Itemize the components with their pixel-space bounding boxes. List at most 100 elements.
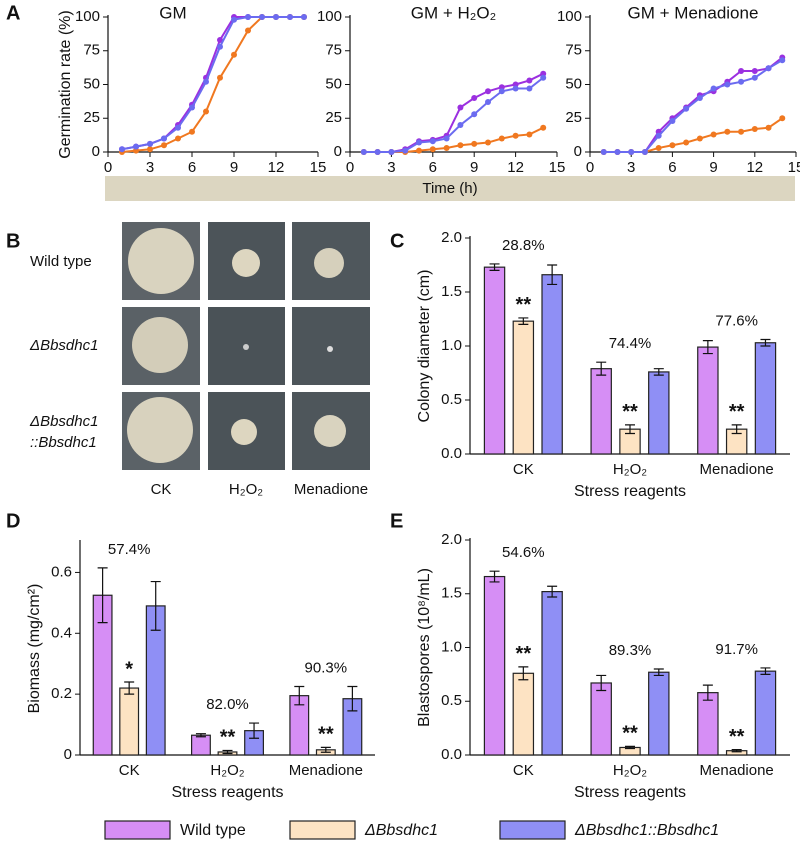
- point: [628, 149, 635, 155]
- error-bar: [489, 263, 500, 271]
- series-line: [121, 16, 304, 153]
- point: [669, 117, 676, 124]
- point: [683, 105, 690, 112]
- y-axis-label: Biomass (mg/cm²): [26, 584, 43, 714]
- point: [526, 77, 533, 84]
- chart-title: GM + H₂O₂: [411, 3, 496, 22]
- point: [189, 104, 195, 111]
- x-tick-label: CK: [513, 762, 534, 779]
- point: [175, 135, 181, 142]
- y-tick-label: 25: [325, 109, 342, 126]
- point: [696, 135, 703, 142]
- y-tick-label: 50: [325, 75, 342, 92]
- x-tick-label: 9: [470, 159, 478, 176]
- x-tick-label: 9: [230, 159, 238, 176]
- y-tick-label: 0.2: [51, 685, 72, 702]
- error-bar: [347, 685, 358, 712]
- significance: **: [318, 724, 334, 746]
- panel-label: E: [390, 510, 403, 532]
- point: [147, 146, 153, 153]
- bar: [754, 342, 777, 455]
- x-tick-label: 12: [507, 159, 524, 176]
- point: [429, 138, 436, 145]
- y-tick-label: 1.0: [441, 337, 462, 354]
- point: [457, 104, 464, 111]
- significance: **: [516, 294, 532, 316]
- bar: [697, 692, 719, 756]
- point: [738, 68, 745, 74]
- x-tick-label: 3: [387, 159, 395, 176]
- annotation: 77.6%: [715, 312, 758, 329]
- error-bar: [518, 666, 529, 681]
- point: [147, 140, 153, 147]
- error-bar: [294, 685, 305, 706]
- error-bar: [596, 674, 607, 692]
- x-tick-label: 15: [788, 159, 800, 176]
- point: [724, 81, 731, 88]
- point: [655, 144, 662, 151]
- significance: **: [622, 723, 638, 745]
- point: [217, 36, 223, 43]
- point: [751, 74, 758, 81]
- y-tick-label: 75: [83, 42, 100, 59]
- point: [429, 146, 436, 153]
- point: [217, 43, 223, 50]
- x-axis-label: Stress reagents: [171, 784, 283, 801]
- series-line: [603, 117, 783, 153]
- annotation: 28.8%: [502, 237, 545, 254]
- point: [710, 85, 717, 92]
- y-tick-label: 50: [83, 75, 100, 92]
- error-bar: [222, 749, 233, 755]
- point: [388, 149, 395, 155]
- bar: [590, 682, 612, 756]
- bar: [512, 672, 535, 756]
- point: [526, 85, 533, 92]
- error-bar: [124, 681, 135, 695]
- y-tick-label: 0.5: [441, 692, 462, 709]
- point: [443, 144, 450, 151]
- x-tick-label: 15: [549, 159, 566, 176]
- point: [203, 108, 209, 115]
- chart-title: GM: [159, 3, 186, 22]
- series-line: [121, 16, 304, 151]
- y-axis-label: Blastospores (10⁸/mL): [416, 568, 433, 727]
- x-tick-label: H₂O₂: [210, 762, 244, 779]
- point: [540, 124, 547, 131]
- significance: **: [622, 401, 638, 423]
- point: [512, 132, 519, 139]
- significance: *: [125, 658, 133, 680]
- point: [738, 128, 745, 135]
- point: [751, 126, 758, 133]
- y-tick-label: 25: [565, 109, 582, 126]
- error-bar: [97, 567, 108, 624]
- annotation: 74.4%: [609, 335, 652, 352]
- annotation: 82.0%: [206, 696, 249, 713]
- error-bar: [150, 580, 161, 631]
- y-axis-label: Colony diameter (cm): [416, 270, 433, 423]
- point: [374, 149, 381, 155]
- point: [245, 14, 251, 20]
- error-bar: [195, 733, 206, 738]
- point: [724, 128, 731, 135]
- point: [485, 88, 491, 95]
- x-axis-label: Stress reagents: [574, 784, 686, 801]
- point: [655, 132, 662, 139]
- error-bar: [731, 424, 742, 435]
- error-bar: [547, 585, 558, 598]
- bar: [119, 687, 140, 756]
- point: [175, 124, 181, 131]
- y-tick-label: 0.5: [441, 391, 462, 408]
- bar: [541, 274, 563, 455]
- bar: [191, 734, 211, 756]
- point: [498, 135, 505, 142]
- annotation: 54.6%: [502, 544, 545, 561]
- x-tick-label: 6: [188, 159, 196, 176]
- row-label: ΔBbsdhc1: [29, 413, 98, 430]
- bar: [697, 346, 719, 455]
- point: [402, 147, 409, 154]
- point: [416, 139, 422, 146]
- x-tick-label: Menadione: [700, 762, 774, 779]
- x-tick-label: 0: [346, 159, 354, 176]
- point: [133, 143, 139, 150]
